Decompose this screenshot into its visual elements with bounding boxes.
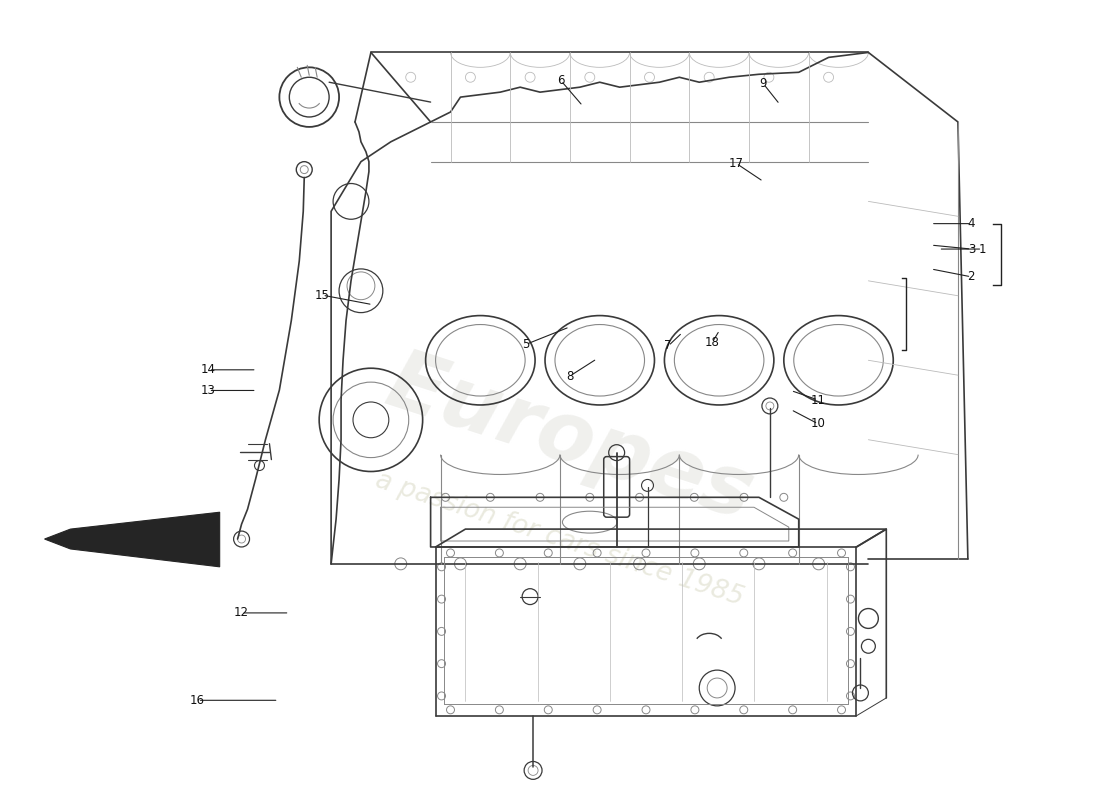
Polygon shape: [45, 512, 220, 567]
Text: 3: 3: [968, 242, 975, 255]
Text: Europes: Europes: [376, 342, 763, 537]
Text: 14: 14: [201, 363, 216, 376]
Text: 4: 4: [968, 217, 975, 230]
Text: a passion for cars since 1985: a passion for cars since 1985: [373, 467, 747, 611]
Text: 2: 2: [968, 270, 975, 283]
Text: 11: 11: [811, 394, 826, 406]
Text: 8: 8: [566, 370, 573, 382]
Text: 16: 16: [190, 694, 205, 707]
Text: 5: 5: [522, 338, 529, 351]
Text: 10: 10: [811, 418, 826, 430]
Text: 7: 7: [664, 339, 672, 353]
Text: 1: 1: [979, 242, 986, 255]
Text: 9: 9: [760, 78, 767, 90]
Text: 18: 18: [704, 336, 719, 350]
Text: 6: 6: [558, 74, 564, 87]
Text: 13: 13: [201, 384, 216, 397]
Text: 15: 15: [315, 289, 330, 302]
Text: 12: 12: [234, 606, 249, 619]
Text: 17: 17: [728, 157, 744, 170]
